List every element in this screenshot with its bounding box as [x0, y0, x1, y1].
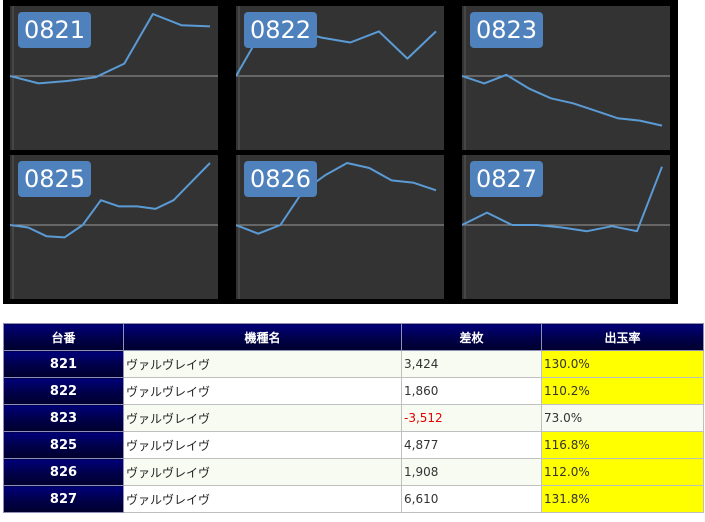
slump-series-line	[10, 13, 211, 85]
slump-chart-svg	[10, 155, 218, 299]
coin-difference-cell: 3,424	[401, 350, 542, 378]
slump-chart-0827[interactable]: 0827	[462, 155, 670, 299]
slump-chart-svg	[462, 155, 670, 299]
unit-number-badge: 0823	[470, 12, 544, 48]
payout-rate-cell: 130.0%	[541, 350, 704, 378]
payout-rate-cell: 73.0%	[541, 404, 704, 432]
unit-number-badge: 0827	[470, 161, 544, 197]
payout-rate-cell: 112.0%	[541, 458, 704, 486]
slump-chart-svg	[10, 6, 218, 150]
slump-chart-0821[interactable]: 0821	[10, 6, 218, 150]
unit-number-badge: 0821	[18, 12, 92, 48]
header-unit-number: 台番	[3, 323, 124, 351]
table-row: 823 ヴァルヴレイヴ -3,512 73.0%	[3, 404, 704, 432]
header-model-name: 機種名	[123, 323, 402, 351]
unit-number-cell: 823	[3, 404, 124, 432]
unit-number-cell: 826	[3, 458, 124, 486]
header-payout-rate: 出玉率	[541, 323, 704, 351]
slump-chart-0825[interactable]: 0825	[10, 155, 218, 299]
slump-graph-grid: 0821 0822 0823 0825 0826 0827	[3, 0, 678, 304]
table-row: 821 ヴァルヴレイヴ 3,424 130.0%	[3, 350, 704, 378]
slump-chart-0826[interactable]: 0826	[236, 155, 444, 299]
slump-chart-svg	[236, 155, 444, 299]
slump-series-line	[462, 166, 663, 233]
unit-number-cell: 825	[3, 431, 124, 459]
coin-difference-cell: 4,877	[401, 431, 542, 459]
unit-number-badge: 0822	[244, 12, 318, 48]
table-header-row: 台番 機種名 差枚 出玉率	[3, 323, 704, 351]
table-row: 827 ヴァルヴレイヴ 6,610 131.8%	[3, 485, 704, 513]
slump-series-line	[462, 73, 663, 127]
coin-difference-cell: 1,860	[401, 377, 542, 405]
coin-difference-cell: 1,908	[401, 458, 542, 486]
unit-number-badge: 0826	[244, 161, 318, 197]
payout-rate-cell: 131.8%	[541, 485, 704, 513]
slump-chart-0822[interactable]: 0822	[236, 6, 444, 150]
slump-series-line	[236, 162, 437, 235]
unit-number-cell: 822	[3, 377, 124, 405]
payout-rate-cell: 116.8%	[541, 431, 704, 459]
coin-difference-cell: -3,512	[401, 404, 542, 432]
slump-chart-svg	[462, 6, 670, 150]
slump-chart-0823[interactable]: 0823	[462, 6, 670, 150]
coin-difference-cell: 6,610	[401, 485, 542, 513]
unit-number-badge: 0825	[18, 161, 92, 197]
payout-rate-cell: 110.2%	[541, 377, 704, 405]
header-coin-difference: 差枚	[401, 323, 542, 351]
table-row: 822 ヴァルヴレイヴ 1,860 110.2%	[3, 377, 704, 405]
model-name-cell: ヴァルヴレイヴ	[123, 485, 402, 513]
unit-number-cell: 827	[3, 485, 124, 513]
model-name-cell: ヴァルヴレイヴ	[123, 458, 402, 486]
table-row: 826 ヴァルヴレイヴ 1,908 112.0%	[3, 458, 704, 486]
model-name-cell: ヴァルヴレイヴ	[123, 404, 402, 432]
unit-results-table: 台番 機種名 差枚 出玉率 821 ヴァルヴレイヴ 3,424 130.0% 8…	[3, 323, 704, 513]
model-name-cell: ヴァルヴレイヴ	[123, 377, 402, 405]
model-name-cell: ヴァルヴレイヴ	[123, 431, 402, 459]
slump-series-line	[10, 162, 211, 239]
unit-number-cell: 821	[3, 350, 124, 378]
model-name-cell: ヴァルヴレイヴ	[123, 350, 402, 378]
table-row: 825 ヴァルヴレイヴ 4,877 116.8%	[3, 431, 704, 459]
